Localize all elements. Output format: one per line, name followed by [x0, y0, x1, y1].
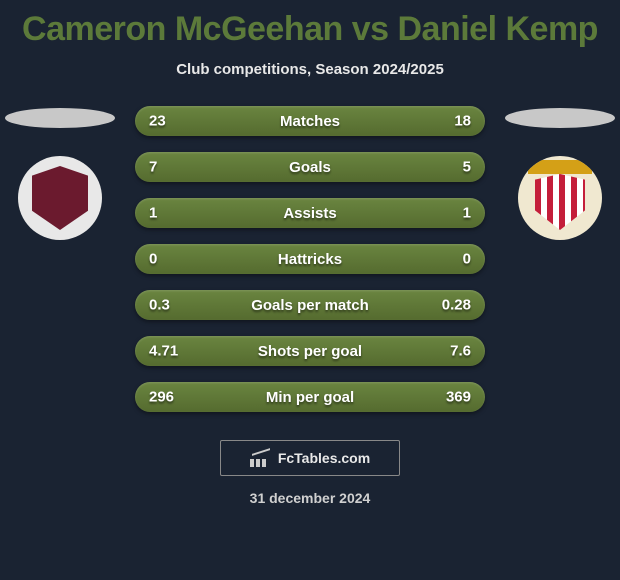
- stat-label: Matches: [280, 113, 340, 130]
- stat-left-value: 0.3: [149, 297, 170, 314]
- player-left-column: [0, 106, 120, 240]
- stat-row-matches: 23 Matches 18: [135, 106, 485, 136]
- comparison-subtitle: Club competitions, Season 2024/2025: [0, 61, 620, 78]
- stat-row-assists: 1 Assists 1: [135, 198, 485, 228]
- stat-label: Goals per match: [251, 297, 369, 314]
- stat-right-value: 5: [463, 159, 471, 176]
- stat-right-value: 1: [463, 205, 471, 222]
- stat-left-value: 7: [149, 159, 157, 176]
- stat-right-value: 0: [463, 251, 471, 268]
- stat-right-value: 7.6: [450, 343, 471, 360]
- footer-brand: FcTables.com: [220, 440, 400, 476]
- stat-row-hattricks: 0 Hattricks 0: [135, 244, 485, 274]
- stat-row-min-per-goal: 296 Min per goal 369: [135, 382, 485, 412]
- stat-row-goals-per-match: 0.3 Goals per match 0.28: [135, 290, 485, 320]
- player-right-column: [500, 106, 620, 240]
- comparison-content: 23 Matches 18 7 Goals 5 1 Assists 1 0 Ha…: [0, 106, 620, 426]
- club-crest-left: [18, 156, 102, 240]
- player-silhouette-right: [505, 108, 615, 128]
- footer-date: 31 december 2024: [0, 490, 620, 506]
- stat-left-value: 4.71: [149, 343, 178, 360]
- stat-row-goals: 7 Goals 5: [135, 152, 485, 182]
- comparison-title: Cameron McGeehan vs Daniel Kemp: [0, 0, 620, 49]
- stat-label: Hattricks: [278, 251, 342, 268]
- stat-left-value: 23: [149, 113, 166, 130]
- stat-label: Goals: [289, 159, 331, 176]
- stat-label: Shots per goal: [258, 343, 362, 360]
- stat-right-value: 0.28: [442, 297, 471, 314]
- stat-left-value: 1: [149, 205, 157, 222]
- stat-left-value: 296: [149, 389, 174, 406]
- stat-row-shots-per-goal: 4.71 Shots per goal 7.6: [135, 336, 485, 366]
- stat-left-value: 0: [149, 251, 157, 268]
- stat-label: Min per goal: [266, 389, 354, 406]
- chart-icon: [250, 449, 272, 467]
- stat-right-value: 369: [446, 389, 471, 406]
- footer-brand-text: FcTables.com: [278, 450, 370, 466]
- club-crest-right: [518, 156, 602, 240]
- stat-label: Assists: [283, 205, 336, 222]
- stats-list: 23 Matches 18 7 Goals 5 1 Assists 1 0 Ha…: [135, 106, 485, 428]
- player-silhouette-left: [5, 108, 115, 128]
- stat-right-value: 18: [454, 113, 471, 130]
